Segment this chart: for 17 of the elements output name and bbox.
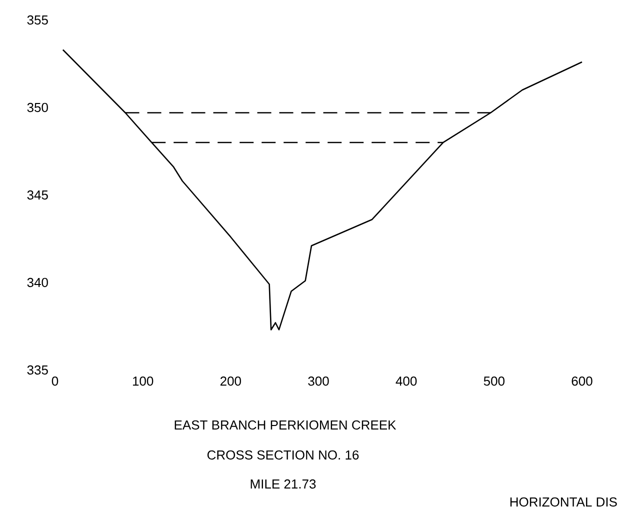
x-tick-label: 500 [484, 376, 505, 386]
line-series [62, 49, 583, 330]
y-tick-label: 335 [27, 365, 48, 375]
text: EAST BRANCH PERKIOMEN CREEK [174, 420, 396, 430]
x-tick-label: 100 [132, 376, 154, 386]
y-tick-label: 355 [27, 15, 48, 25]
x-tick-label: 0 [52, 376, 58, 386]
x-tick-label: 400 [396, 376, 417, 386]
y-tick-label: 350 [27, 102, 48, 112]
x-tick-label: 600 [572, 376, 592, 386]
x-tick-label: 200 [220, 376, 242, 386]
y-tick-label: 345 [27, 190, 48, 200]
text: HORIZONTAL DIS [510, 497, 617, 507]
x-tick-label: 300 [308, 376, 329, 386]
text: CROSS SECTION NO. 16 [207, 450, 359, 460]
y-tick-label: 340 [27, 278, 48, 288]
text: MILE 21.73 [250, 479, 316, 489]
